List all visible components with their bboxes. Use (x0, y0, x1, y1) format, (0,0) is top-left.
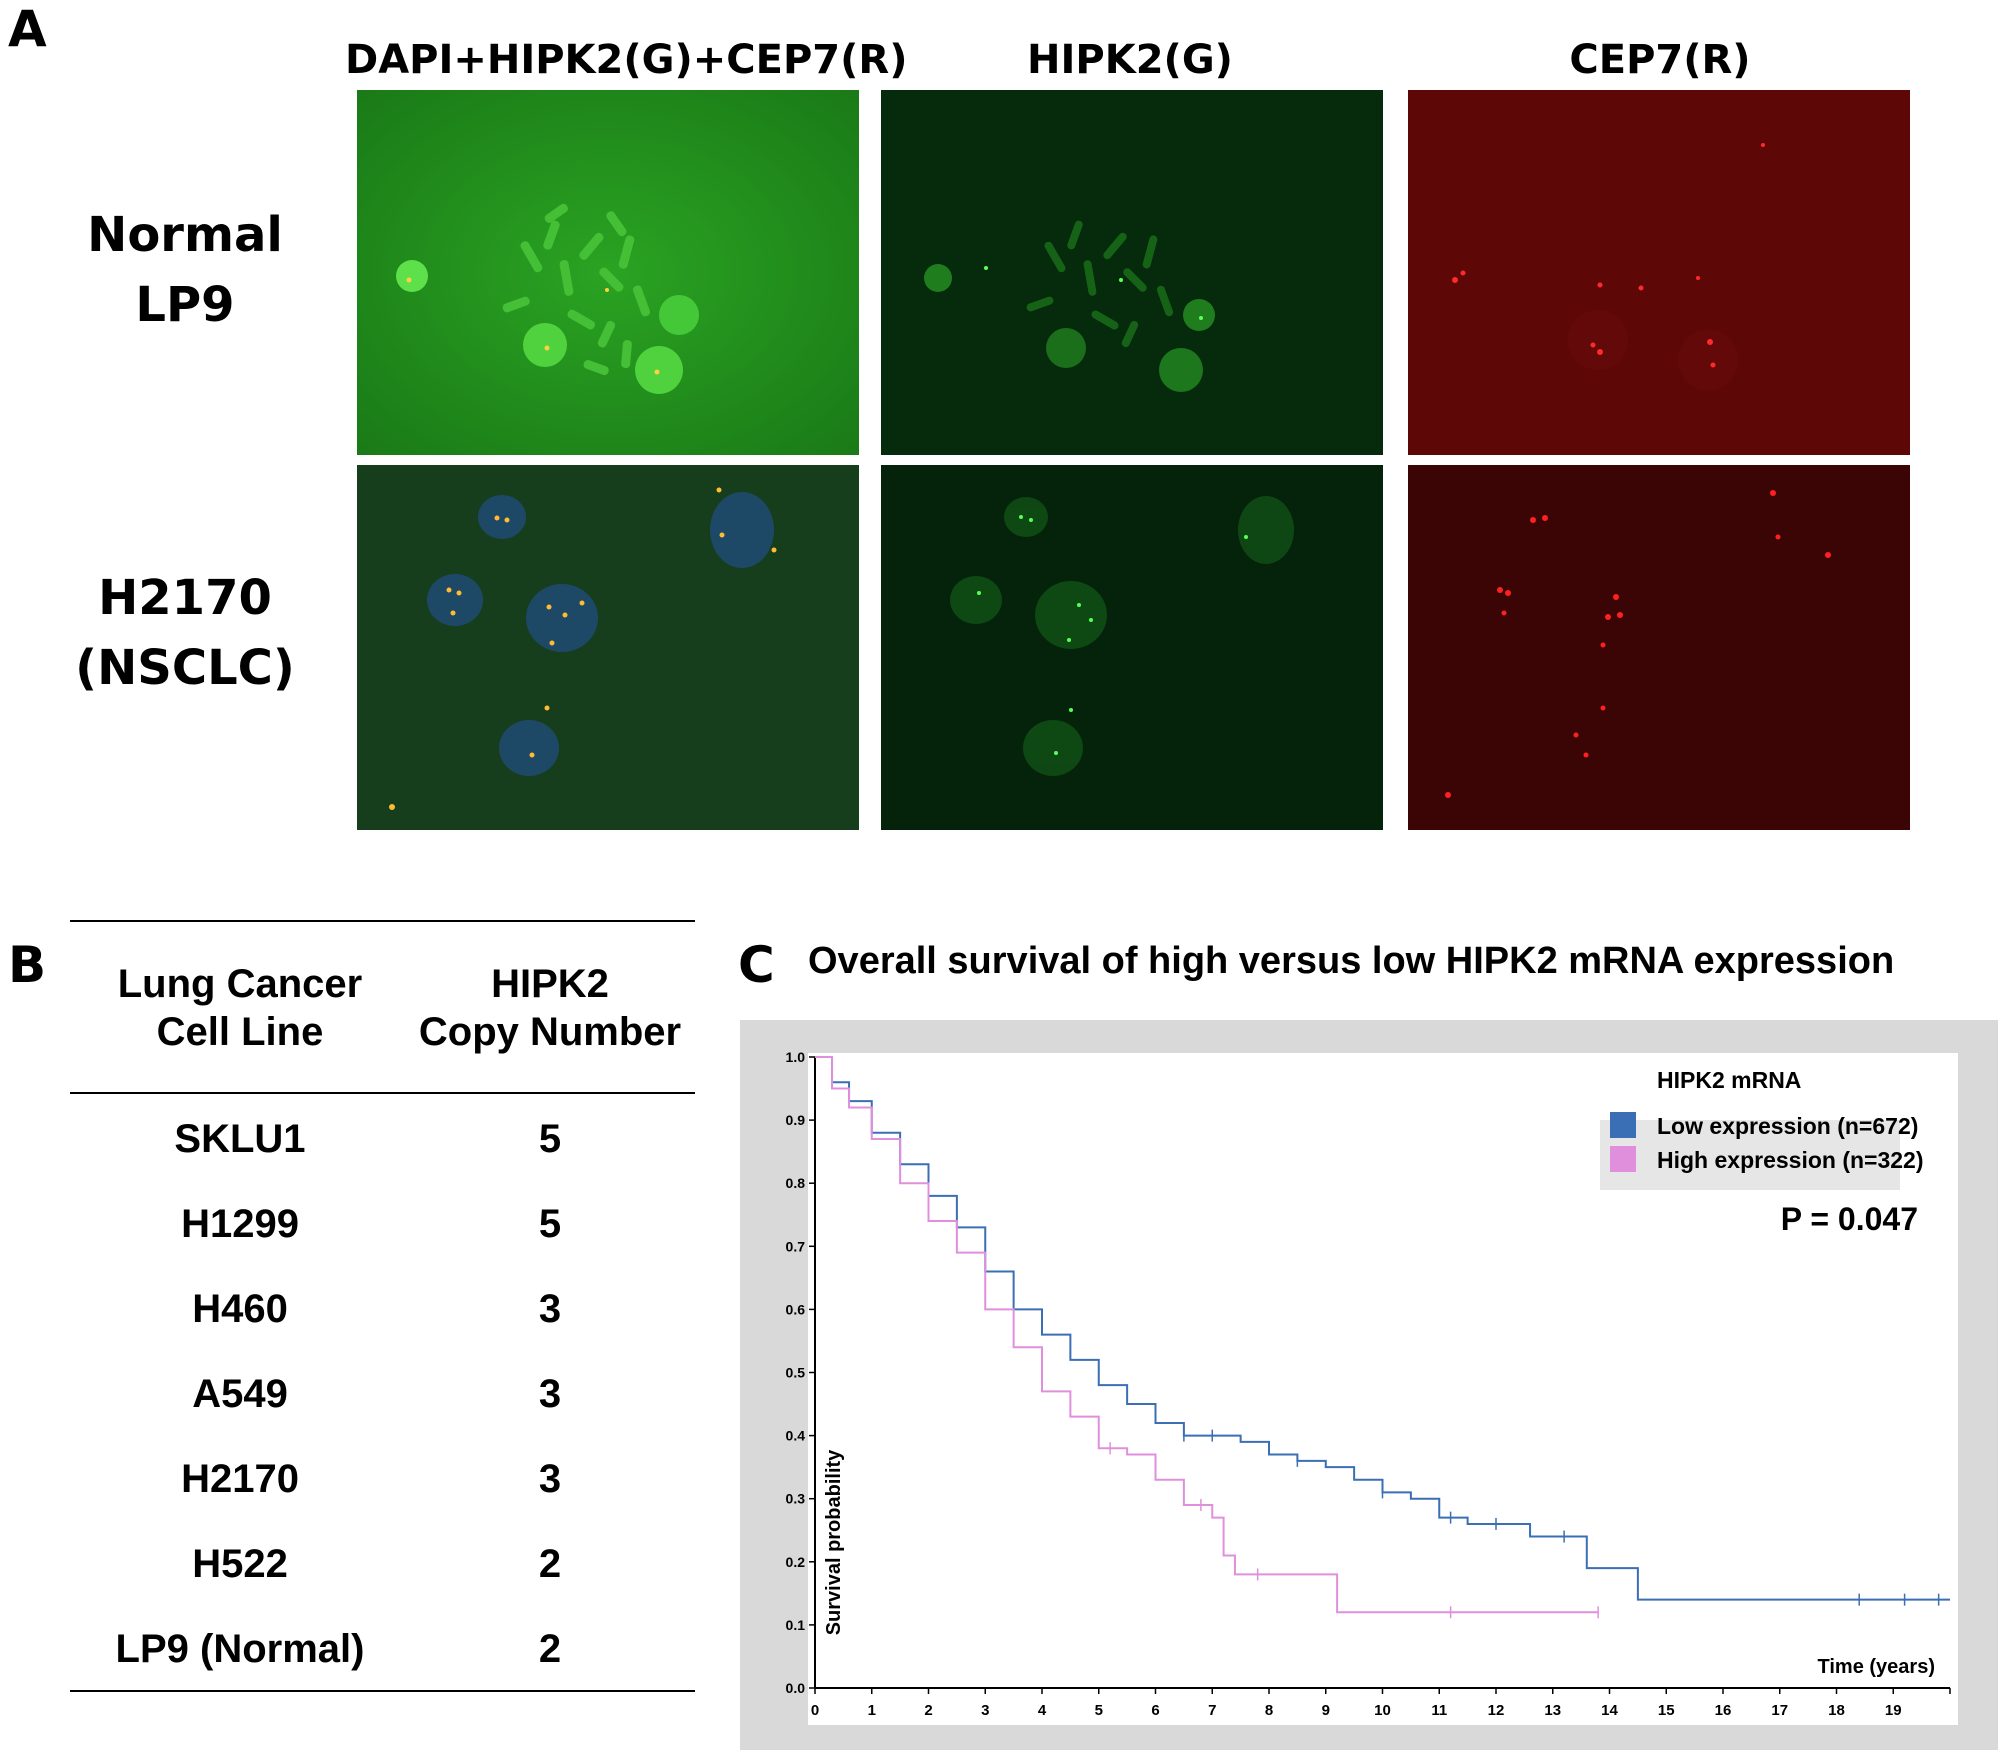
x-tick-label: 1 (868, 1702, 876, 1719)
table-cell-line: H522 (192, 1542, 288, 1586)
table-cell-line: H460 (192, 1287, 288, 1331)
column-header-merge: DAPI+HIPK2(G)+CEP7(R) (345, 37, 908, 83)
x-axis-label: Time (years) (1818, 1656, 1935, 1678)
y-tick-label: 0.9 (786, 1112, 806, 1128)
legend-swatch (1610, 1146, 1636, 1172)
table-cell-line: H1299 (181, 1202, 299, 1246)
x-tick-label: 4 (1038, 1702, 1047, 1719)
panel-letter-c: C (738, 936, 775, 994)
table-copy-number: 5 (538, 1202, 562, 1246)
row-label-h2170: H2170 (NSCLC) (55, 563, 315, 703)
y-tick-label: 0.4 (786, 1428, 806, 1444)
x-tick-label: 3 (981, 1702, 989, 1719)
x-tick-label: 14 (1601, 1702, 1618, 1719)
table-cell-line: A549 (192, 1372, 288, 1416)
series-line-high (815, 1056, 1599, 1614)
row-label-normal-line2: LP9 (135, 277, 235, 333)
table-header-copy-number-2: Copy Number (418, 1010, 682, 1054)
table-cell-line: H2170 (181, 1457, 299, 1501)
table-bottom-rule (70, 1690, 695, 1692)
y-tick-label: 0.1 (786, 1617, 806, 1633)
row-label-normal: Normal LP9 (55, 200, 315, 340)
micrograph-h2170-merge (357, 465, 859, 830)
y-tick-label: 0.0 (786, 1680, 806, 1696)
legend-title: HIPK2 mRNA (1657, 1067, 1801, 1093)
column-header-red: CEP7(R) (1569, 37, 1751, 83)
x-tick-label: 19 (1885, 1702, 1902, 1719)
panel-letter-a: A (8, 0, 47, 58)
legend-background (1600, 1120, 1900, 1190)
x-tick-label: 5 (1095, 1702, 1103, 1719)
table-header-copy-number: HIPK2 Copy Number (400, 960, 700, 1056)
legend-label: High expression (n=322) (1657, 1147, 1924, 1173)
y-tick-label: 0.6 (786, 1301, 806, 1317)
x-tick-label: 0 (811, 1702, 819, 1719)
x-tick-label: 10 (1374, 1702, 1391, 1719)
table-copy-number: 2 (538, 1542, 562, 1586)
table-copy-number: 3 (538, 1287, 562, 1331)
x-tick-label: 7 (1208, 1702, 1216, 1719)
x-tick-label: 17 (1771, 1702, 1788, 1719)
x-tick-label: 2 (924, 1702, 932, 1719)
table-top-rule (70, 920, 695, 922)
table-header-cell-line: Lung Cancer Cell Line (90, 960, 390, 1056)
y-axis-label: Survival probability (823, 1449, 845, 1635)
micrograph-normal-green (881, 90, 1383, 455)
panel-letter-b: B (8, 936, 47, 994)
legend-label: Low expression (n=672) (1657, 1113, 1918, 1139)
x-tick-label: 13 (1544, 1702, 1561, 1719)
table-cell-line: LP9 (Normal) (115, 1627, 365, 1671)
table-header-copy-number-1: HIPK2 (491, 962, 609, 1006)
p-value-annotation: P = 0.047 (1781, 1201, 1918, 1237)
series-line-low (815, 1056, 1950, 1601)
micrograph-h2170-red (1408, 465, 1910, 830)
table-copy-number: 5 (538, 1117, 562, 1161)
y-tick-label: 0.5 (786, 1365, 806, 1381)
x-tick-label: 11 (1431, 1702, 1447, 1719)
x-tick-label: 15 (1658, 1702, 1675, 1719)
row-label-h2170-line2: (NSCLC) (75, 640, 295, 696)
y-tick-label: 0.2 (786, 1554, 806, 1570)
x-tick-label: 16 (1715, 1702, 1732, 1719)
y-tick-label: 1.0 (786, 1049, 806, 1065)
y-tick-label: 0.3 (786, 1491, 806, 1507)
micrograph-normal-merge (357, 90, 859, 455)
micrograph-h2170-green (881, 465, 1383, 830)
x-tick-label: 18 (1828, 1702, 1845, 1719)
chart-title: Overall survival of high versus low HIPK… (808, 940, 1895, 982)
y-tick-label: 0.7 (786, 1238, 806, 1254)
x-tick-label: 6 (1151, 1702, 1159, 1719)
table-header-cell-line-1: Lung Cancer (117, 962, 363, 1006)
table-copy-number: 3 (538, 1457, 562, 1501)
table-cell-line: SKLU1 (174, 1117, 306, 1161)
table-copy-number: 2 (538, 1627, 562, 1671)
km-chart-frame: 0.0 0.1 0.2 0.3 0.4 0.5 0.6 0.7 0.8 0.9 1.0 0 1 2 3 4 5 6… (740, 1020, 1998, 1750)
table-header-cell-line-2: Cell Line (156, 1010, 324, 1054)
y-tick-label: 0.8 (786, 1175, 806, 1191)
micrograph-normal-red (1408, 90, 1910, 455)
legend-swatch (1610, 1112, 1636, 1138)
row-label-h2170-line1: H2170 (98, 570, 272, 626)
table-header-rule (70, 1092, 695, 1094)
column-header-green: HIPK2(G) (1027, 37, 1233, 83)
x-tick-label: 12 (1488, 1702, 1505, 1719)
row-label-normal-line1: Normal (87, 207, 283, 263)
table-copy-number: 3 (538, 1372, 562, 1416)
km-chart: 0.00.10.20.30.40.50.60.70.80.91.00 1 2 3 4 5 6… (786, 1049, 1958, 1725)
x-tick-label: 8 (1265, 1702, 1273, 1719)
x-tick-label: 9 (1322, 1702, 1330, 1719)
